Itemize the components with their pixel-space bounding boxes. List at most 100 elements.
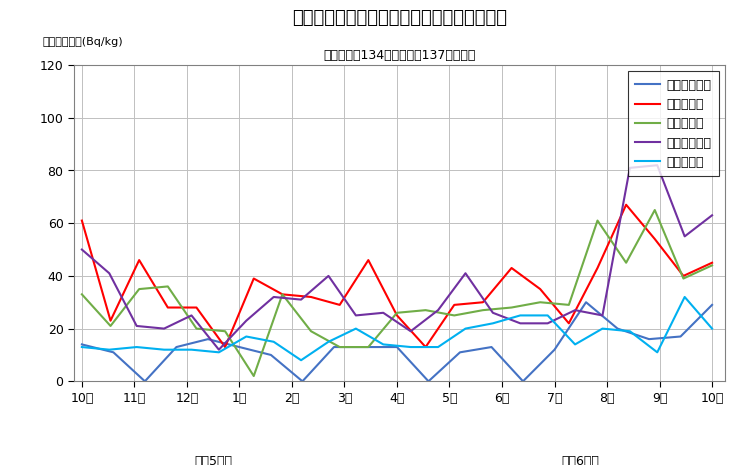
庄和浄水場 (221, 344, 229, 350)
新三郷浄水場 (625, 165, 634, 171)
庄和浄水場 (306, 294, 315, 300)
庄和浄水場 (650, 236, 659, 242)
Line: 新三郷浄水場: 新三郷浄水場 (82, 165, 712, 350)
新三郷浄水場 (160, 326, 169, 332)
行田浄水場 (135, 286, 144, 292)
吉見浄水場 (406, 344, 415, 350)
庄和浄水場 (335, 302, 344, 308)
吉見浄水場 (215, 350, 223, 355)
吉見浄水場 (132, 344, 141, 350)
庄和浄水場 (192, 305, 201, 310)
Line: 庄和浄水場: 庄和浄水場 (82, 205, 712, 347)
吉見浄水場 (379, 342, 388, 347)
Text: （セシウム134とセシウム137の合計）: （セシウム134とセシウム137の合計） (323, 49, 476, 62)
吉見浄水場 (78, 344, 87, 350)
庄和浄水場 (364, 257, 373, 263)
大久保浄水場 (424, 379, 433, 384)
行田浄水場 (565, 302, 574, 308)
新三郷浄水場 (215, 347, 223, 352)
行田浄水場 (221, 328, 229, 334)
Legend: 大久保浄水場, 庄和浄水場, 行田浄水場, 新三郷浄水場, 吉見浄水場: 大久保浄水場, 庄和浄水場, 行田浄水場, 新三郷浄水場, 吉見浄水場 (628, 71, 719, 176)
新三郷浄水場 (242, 318, 251, 324)
新三郷浄水場 (379, 310, 388, 316)
行田浄水場 (421, 307, 430, 313)
大久保浄水場 (456, 350, 465, 355)
庄和浄水場 (249, 276, 258, 281)
新三郷浄水場 (707, 213, 716, 218)
吉見浄水場 (269, 339, 278, 345)
大久保浄水場 (487, 344, 496, 350)
大久保浄水場 (329, 344, 338, 350)
庄和浄水場 (106, 318, 115, 324)
行田浄水場 (335, 344, 344, 350)
庄和浄水場 (707, 260, 716, 266)
吉見浄水場 (625, 328, 634, 334)
新三郷浄水場 (461, 271, 470, 276)
庄和浄水場 (421, 344, 430, 350)
庄和浄水場 (278, 292, 287, 297)
吉見浄水場 (297, 358, 306, 363)
吉見浄水場 (680, 294, 689, 300)
庄和浄水場 (593, 265, 602, 271)
新三郷浄水場 (598, 312, 607, 318)
吉見浄水場 (187, 347, 196, 352)
Text: セシウム合計(Bq/kg): セシウム合計(Bq/kg) (42, 37, 123, 46)
行田浄水場 (479, 307, 488, 313)
吉見浄水場 (543, 312, 552, 318)
庄和浄水場 (479, 299, 488, 305)
行田浄水場 (106, 323, 115, 329)
行田浄水場 (164, 284, 172, 289)
行田浄水場 (392, 310, 401, 316)
Text: 令和5年度: 令和5年度 (194, 455, 232, 465)
新三郷浄水場 (352, 312, 360, 318)
Text: 令和6年度: 令和6年度 (562, 455, 599, 465)
Line: 吉見浄水場: 吉見浄水場 (82, 297, 712, 360)
大久保浄水場 (613, 326, 622, 332)
庄和浄水場 (565, 320, 574, 326)
庄和浄水場 (536, 286, 545, 292)
大久保浄水場 (645, 336, 653, 342)
吉見浄水場 (242, 334, 251, 339)
大久保浄水場 (676, 334, 685, 339)
行田浄水場 (622, 260, 630, 266)
新三郷浄水場 (132, 323, 141, 329)
大久保浄水場 (78, 342, 87, 347)
Title: 過去１年間の浄水発生土中の放射性セシウム: 過去１年間の浄水発生土中の放射性セシウム (292, 9, 507, 27)
行田浄水場 (450, 312, 459, 318)
吉見浄水場 (324, 339, 333, 345)
新三郷浄水場 (653, 162, 662, 168)
吉見浄水場 (707, 326, 716, 332)
新三郷浄水場 (434, 307, 443, 313)
新三郷浄水場 (297, 297, 306, 302)
大久保浄水場 (298, 379, 307, 384)
新三郷浄水場 (269, 294, 278, 300)
新三郷浄水場 (680, 233, 689, 239)
行田浄水場 (364, 344, 373, 350)
吉見浄水場 (598, 326, 607, 332)
大久保浄水場 (582, 299, 591, 305)
大久保浄水場 (204, 336, 212, 342)
吉見浄水場 (516, 312, 525, 318)
大久保浄水場 (109, 350, 118, 355)
大久保浄水場 (550, 347, 559, 352)
吉見浄水場 (434, 344, 443, 350)
行田浄水場 (536, 299, 545, 305)
庄和浄水場 (78, 218, 87, 223)
庄和浄水場 (679, 273, 688, 279)
行田浄水場 (593, 218, 602, 223)
新三郷浄水場 (543, 320, 552, 326)
吉見浄水場 (105, 347, 114, 352)
大久保浄水場 (235, 344, 244, 350)
新三郷浄水場 (187, 312, 196, 318)
新三郷浄水場 (78, 247, 87, 252)
行田浄水場 (278, 292, 287, 297)
Line: 大久保浄水場: 大久保浄水場 (82, 302, 712, 381)
大久保浄水場 (392, 344, 401, 350)
大久保浄水場 (519, 379, 528, 384)
新三郷浄水場 (488, 310, 497, 316)
吉見浄水場 (571, 342, 579, 347)
庄和浄水場 (135, 257, 144, 263)
新三郷浄水場 (571, 307, 579, 313)
大久保浄水場 (361, 344, 370, 350)
吉見浄水場 (352, 326, 360, 332)
